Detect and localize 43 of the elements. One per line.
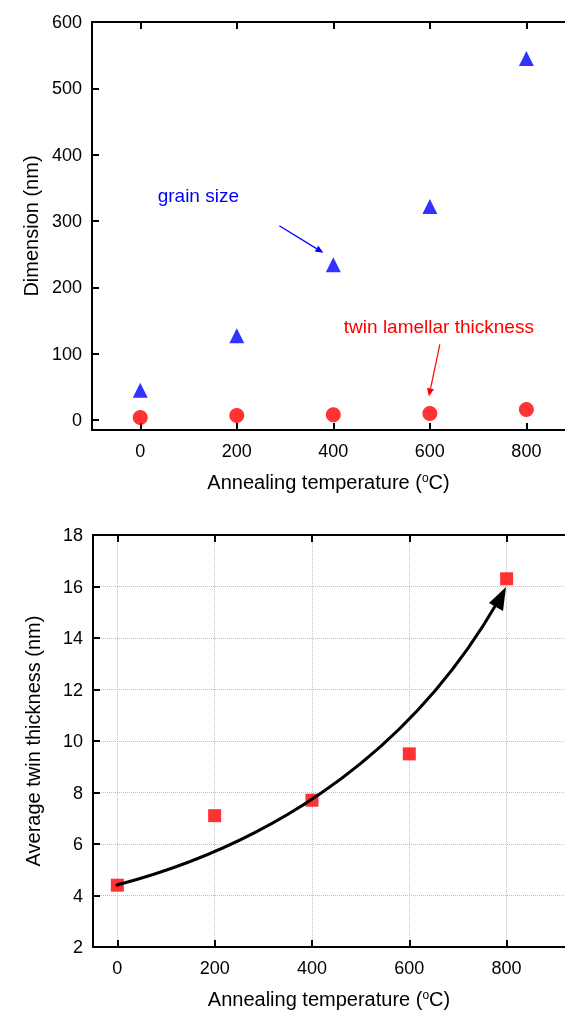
y-axis-title: Dimension (nm) (20, 155, 43, 297)
y-tick-label: 400 (51, 144, 82, 165)
x-tick-label: 0 (135, 441, 146, 461)
point (132, 382, 148, 398)
x-tick-label: 200 (199, 958, 230, 978)
x-tick-label: 400 (296, 958, 327, 978)
y-tick-label: 500 (51, 78, 82, 99)
point (208, 809, 222, 823)
y-tick-label: 600 (51, 12, 82, 32)
x-tick-label: 800 (511, 441, 542, 461)
y-tick-label: 10 (62, 731, 83, 751)
y-tick-label: 18 (62, 525, 83, 545)
x-tick-label: 0 (112, 958, 123, 978)
point (500, 572, 514, 586)
x-tick-label: 600 (394, 958, 425, 978)
point (325, 257, 341, 273)
text: grain size (157, 185, 239, 207)
point (422, 198, 438, 214)
y-tick-label: 16 (62, 576, 83, 597)
x-tick-label: 400 (318, 441, 349, 461)
point (229, 328, 245, 344)
y-axis-title: Average twin thickness (nm) (22, 615, 44, 867)
y-tick-label: 4 (72, 885, 83, 906)
point (422, 405, 438, 421)
y-tick-label: 6 (72, 834, 83, 854)
x-tick-label: 800 (491, 958, 522, 978)
point (518, 401, 534, 417)
point (229, 407, 245, 423)
point (518, 50, 534, 66)
x-tick-label: 200 (221, 441, 252, 461)
text: twin lamellar thickness (343, 315, 534, 337)
y-tick-label: 300 (51, 211, 82, 232)
y-tick-label: 8 (72, 782, 83, 803)
y-tick-label: 0 (71, 410, 82, 431)
point (132, 409, 148, 425)
y-tick-label: 14 (62, 628, 83, 648)
y-tick-label: 2 (72, 937, 83, 957)
y-tick-label: 100 (51, 343, 82, 364)
point (325, 407, 341, 423)
point (402, 747, 416, 761)
y-tick-label: 200 (51, 277, 82, 298)
x-tick-label: 600 (414, 441, 445, 461)
y-tick-label: 12 (62, 679, 83, 700)
